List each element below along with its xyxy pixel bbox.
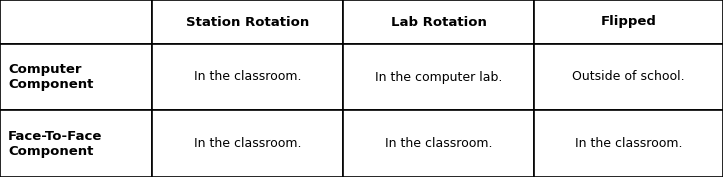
Bar bbox=[0, 0, 152, 44]
Bar bbox=[343, 0, 534, 44]
Bar bbox=[534, 110, 723, 177]
Bar bbox=[152, 44, 343, 110]
Text: Lab Rotation: Lab Rotation bbox=[390, 16, 487, 28]
Text: Station Rotation: Station Rotation bbox=[186, 16, 309, 28]
Text: In the classroom.: In the classroom. bbox=[194, 70, 301, 84]
Text: Flipped: Flipped bbox=[601, 16, 656, 28]
Bar bbox=[152, 0, 343, 44]
Text: Face-To-Face
Component: Face-To-Face Component bbox=[8, 130, 103, 158]
Text: In the computer lab.: In the computer lab. bbox=[375, 70, 502, 84]
Bar bbox=[343, 110, 534, 177]
Text: Computer
Component: Computer Component bbox=[8, 63, 93, 91]
Text: In the classroom.: In the classroom. bbox=[194, 137, 301, 150]
Bar bbox=[0, 44, 152, 110]
Bar bbox=[0, 110, 152, 177]
Bar bbox=[534, 44, 723, 110]
Text: In the classroom.: In the classroom. bbox=[385, 137, 492, 150]
Bar bbox=[343, 44, 534, 110]
Bar bbox=[534, 0, 723, 44]
Text: In the classroom.: In the classroom. bbox=[575, 137, 683, 150]
Bar bbox=[152, 110, 343, 177]
Text: Outside of school.: Outside of school. bbox=[572, 70, 685, 84]
